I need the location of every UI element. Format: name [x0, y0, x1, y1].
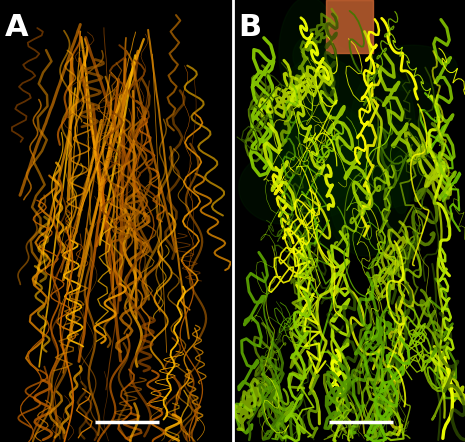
Polygon shape — [315, 60, 339, 101]
Polygon shape — [266, 109, 296, 172]
Polygon shape — [391, 150, 412, 213]
Polygon shape — [288, 44, 372, 208]
Polygon shape — [295, 194, 321, 244]
Polygon shape — [351, 68, 415, 182]
Polygon shape — [293, 34, 339, 78]
Polygon shape — [290, 109, 383, 248]
Polygon shape — [410, 120, 427, 171]
Polygon shape — [239, 151, 327, 224]
Polygon shape — [336, 124, 432, 209]
Polygon shape — [266, 57, 376, 217]
Polygon shape — [386, 79, 441, 138]
Polygon shape — [277, 100, 370, 200]
Polygon shape — [367, 45, 457, 91]
Text: A: A — [5, 13, 28, 42]
Polygon shape — [279, 0, 338, 108]
Polygon shape — [323, 124, 408, 256]
Polygon shape — [270, 126, 360, 191]
Polygon shape — [279, 149, 345, 191]
Text: B: B — [239, 13, 262, 42]
Polygon shape — [330, 156, 366, 239]
